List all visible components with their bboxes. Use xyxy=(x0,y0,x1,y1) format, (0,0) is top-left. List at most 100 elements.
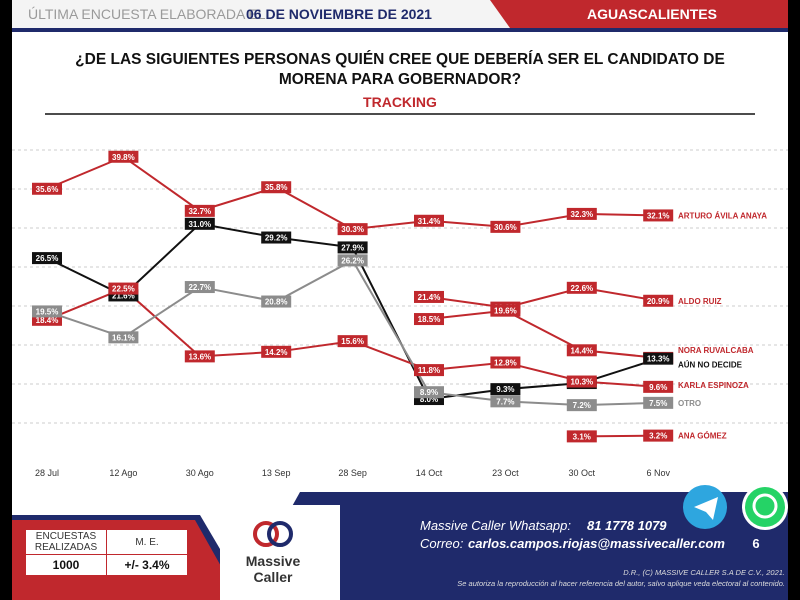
value-label-box xyxy=(643,294,674,307)
value-label: 7.2% xyxy=(573,401,591,410)
value-label-box xyxy=(337,241,368,254)
value-label: 31.4% xyxy=(418,217,441,226)
value-label-box xyxy=(414,386,444,399)
value-label-box xyxy=(490,383,521,396)
header-stripe xyxy=(12,28,788,32)
value-label-box xyxy=(566,344,597,357)
value-label: 30.3% xyxy=(341,225,364,234)
value-label: 9.6% xyxy=(649,383,667,392)
value-label: 26.2% xyxy=(341,256,364,265)
value-label-box xyxy=(337,223,368,236)
value-label-box xyxy=(414,214,444,227)
value-label-box xyxy=(184,204,215,217)
whatsapp-number: 81 1778 1079 xyxy=(587,518,667,533)
notice: Se autoriza la reproducción al hacer ref… xyxy=(457,579,785,588)
chart-subtitle: TRACKING xyxy=(363,94,437,110)
value-label-box xyxy=(490,395,521,408)
chart-title: ¿DE LAS SIGUIENTES PERSONAS QUIÉN CREE Q… xyxy=(75,51,725,88)
x-tick-label: 23 Oct xyxy=(492,468,519,478)
value-label: 30.6% xyxy=(494,223,517,232)
value-label-box xyxy=(261,345,292,358)
x-tick-label: 13 Sep xyxy=(262,468,291,478)
value-label: 20.9% xyxy=(647,297,670,306)
table-value: 1000 xyxy=(24,554,107,577)
value-label-box xyxy=(566,207,597,220)
rights: D.R., (C) MASSIVE CALLER S.A DE C.V., 20… xyxy=(623,568,785,577)
value-label: 15.6% xyxy=(341,337,364,346)
header-bar xyxy=(12,0,510,28)
logo-text: Massive xyxy=(246,553,301,569)
survey-table: ENCUESTAS REALIZADAS M. E. 1000 +/- 3.4% xyxy=(24,528,189,577)
value-label-box xyxy=(32,305,62,318)
value-label: 13.3% xyxy=(647,355,670,364)
value-label-box xyxy=(108,282,139,295)
value-label-box xyxy=(566,375,597,388)
value-label-box xyxy=(414,313,444,326)
x-tick-label: 30 Oct xyxy=(569,468,596,478)
legend-label: OTRO xyxy=(678,399,701,408)
value-label: 32.7% xyxy=(188,207,211,216)
email-label: Correo: xyxy=(420,536,464,551)
x-tick-label: 28 Sep xyxy=(338,468,367,478)
value-label-box xyxy=(32,182,62,195)
value-label: 16.1% xyxy=(112,333,135,342)
table-value: +/- 3.4% xyxy=(106,554,189,577)
whatsapp-label: Massive Caller Whatsapp: xyxy=(420,518,571,533)
value-label-box xyxy=(643,352,674,365)
table-header: ENCUESTAS REALIZADAS xyxy=(24,528,107,555)
value-label-box xyxy=(184,350,215,363)
value-label-box xyxy=(108,150,139,163)
value-label: 26.5% xyxy=(36,254,59,263)
value-label: 19.6% xyxy=(494,307,517,316)
value-label: 14.4% xyxy=(570,346,593,355)
footer-band xyxy=(240,492,788,600)
value-label: 19.5% xyxy=(36,307,59,316)
header-label: ÚLTIMA ENCUESTA ELABORADA EL xyxy=(28,6,266,22)
value-label-box xyxy=(337,335,368,348)
value-label: 27.9% xyxy=(341,243,364,252)
value-label-box xyxy=(108,331,139,344)
logo-text: Caller xyxy=(254,569,293,585)
series-line xyxy=(428,286,659,309)
value-label: 22.5% xyxy=(112,285,135,294)
value-label-box xyxy=(414,364,444,377)
value-label: 10.3% xyxy=(570,378,593,387)
value-label-box xyxy=(32,252,62,265)
value-label: 14.2% xyxy=(265,348,288,357)
value-label: 22.6% xyxy=(570,284,593,293)
whatsapp-icon xyxy=(745,487,785,527)
x-tick-label: 6 Nov xyxy=(646,468,670,478)
logo-mark xyxy=(267,521,293,547)
x-tick-label: 30 Ago xyxy=(186,468,214,478)
header-state-box xyxy=(490,0,788,28)
whatsapp-glyph xyxy=(752,493,778,519)
value-label-box xyxy=(414,290,444,303)
logo-mark xyxy=(253,521,279,547)
value-label: 32.3% xyxy=(570,210,593,219)
value-label: 35.8% xyxy=(265,183,288,192)
header-state: AGUASCALIENTES xyxy=(587,6,717,22)
table-header: M. E. xyxy=(106,528,189,555)
value-label: 11.8% xyxy=(418,366,440,375)
value-label: 18.5% xyxy=(418,315,441,324)
value-label-box xyxy=(261,231,292,244)
email: carlos.campos.riojas@massivecaller.com xyxy=(468,536,725,551)
legend-label: AÚN NO DECIDE xyxy=(678,361,743,370)
value-label-box xyxy=(643,396,674,409)
value-label-box xyxy=(566,430,597,443)
value-label-box xyxy=(261,295,292,308)
value-label-box xyxy=(566,399,597,412)
value-label-box xyxy=(337,254,368,267)
value-label: 35.6% xyxy=(36,185,59,194)
value-label-box xyxy=(490,304,521,317)
legend-label: NORA RUVALCABA xyxy=(678,346,754,355)
value-label: 12.8% xyxy=(494,358,517,367)
value-label-box xyxy=(184,281,215,294)
header-date: 06 DE NOVIEMBRE DE 2021 xyxy=(246,6,432,22)
legend-label: ALDO RUIZ xyxy=(678,297,722,306)
value-label-box xyxy=(261,181,292,194)
value-label: 39.8% xyxy=(112,153,135,162)
value-label: 3.1% xyxy=(573,432,591,441)
